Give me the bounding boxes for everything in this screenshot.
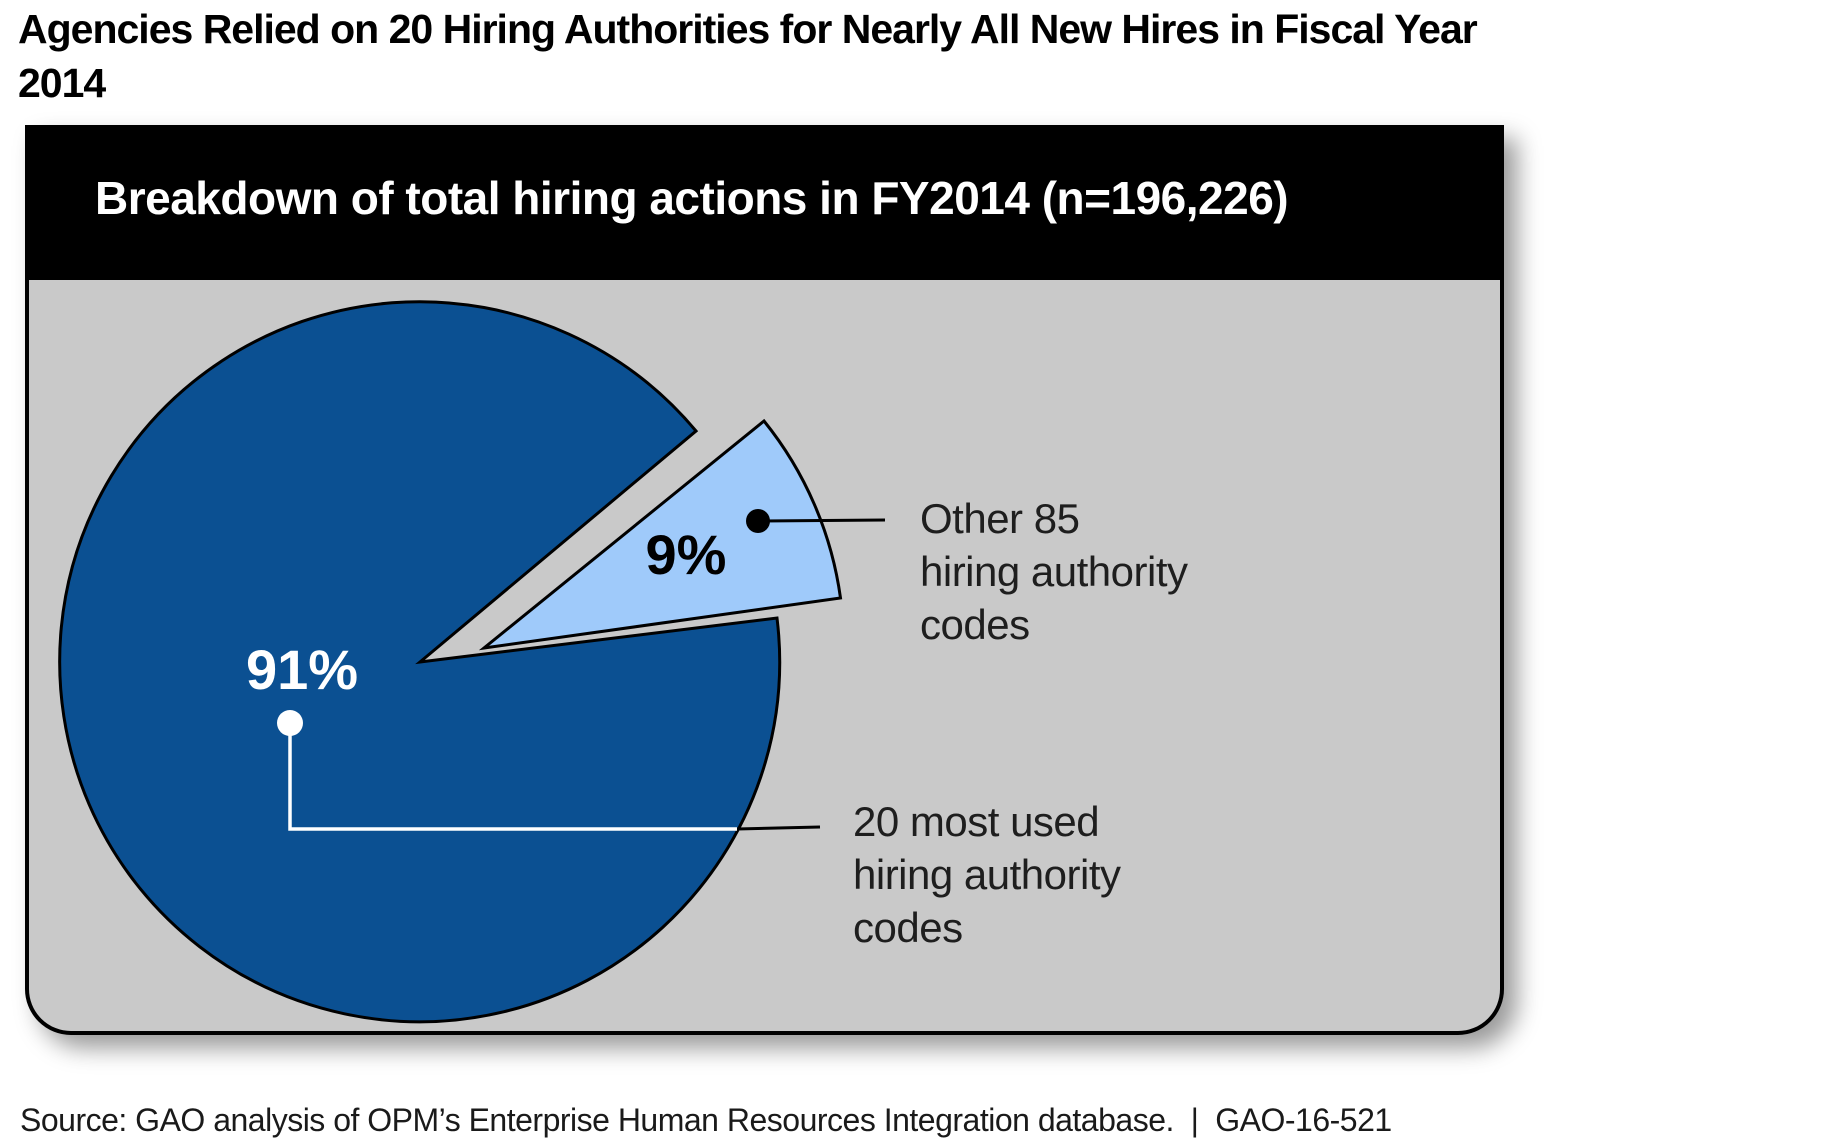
pie-slice-9-percent: [478, 418, 843, 651]
callout-line-9-percent: [757, 518, 886, 523]
callout-label-other-85: Other 85 hiring authority codes: [920, 495, 1188, 648]
source-line: Source: GAO analysis of OPM’s Enterprise…: [20, 1102, 1392, 1138]
pie-slice-91-percent: [58, 300, 782, 1024]
chart-panel: Breakdown of total hiring actions in FY2…: [25, 125, 1504, 1035]
pie-label-9-percent: 9%: [646, 523, 727, 586]
callout-label-20-most-used: 20 most used hiring authority codes: [853, 798, 1121, 951]
figure-title: Agencies Relied on 20 Hiring Authorities…: [18, 6, 1478, 106]
callout-line-91-percent-black: [736, 825, 821, 831]
callout-dot-91-percent: [277, 710, 303, 736]
pie-chart: 91% 9%: [58, 300, 886, 1024]
chart-header: Breakdown of total hiring actions in FY2…: [29, 129, 1500, 280]
pie-label-91-percent: 91%: [246, 638, 358, 701]
chart-header-title: Breakdown of total hiring actions in FY2…: [95, 171, 1289, 224]
callout-dot-9-percent: [746, 509, 770, 533]
chart-body: 91% 9% Other 85 hiring authority codes 2…: [29, 280, 1500, 1031]
callout-line-91-percent-white: [288, 732, 737, 831]
